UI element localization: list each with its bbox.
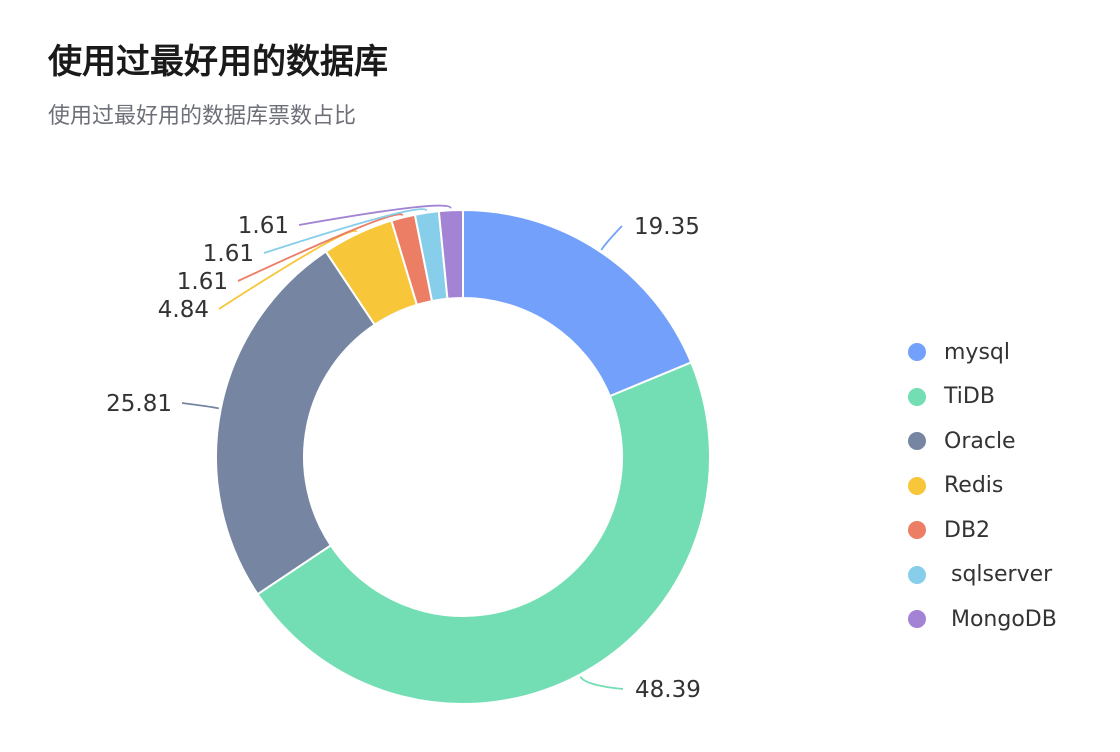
label-line-db2: [237, 213, 404, 282]
legend-item-redis[interactable]: Redis: [908, 464, 1057, 509]
legend-label: Redis: [944, 473, 1004, 499]
label-line-mysql: [600, 225, 623, 251]
legend-dot-icon: [908, 387, 926, 406]
data-label-mysql: 19.35: [634, 214, 700, 240]
data-label-db2: 1.61: [177, 269, 228, 295]
legend-label: MongoDB: [944, 606, 1057, 632]
data-label-oracle: 25.81: [106, 391, 172, 417]
slice-oracle[interactable]: [215, 250, 377, 596]
legend-dot-icon: [908, 432, 926, 451]
label-line-mongodb: [298, 204, 452, 226]
legend-dot-icon: [908, 476, 926, 495]
label-line-oracle: [181, 402, 219, 410]
legend-label: mysql: [944, 339, 1010, 365]
legend-dot-icon: [908, 565, 926, 584]
legend-item-db2[interactable]: DB2: [908, 508, 1057, 553]
legend-dot-icon: [908, 343, 926, 362]
legend-label: Oracle: [944, 428, 1016, 454]
legend-dot-icon: [908, 521, 926, 540]
data-label-redis: 4.84: [158, 297, 209, 323]
slice-mongodb[interactable]: [437, 208, 464, 300]
legend-label: DB2: [944, 517, 991, 543]
chart-legend: mysql TiDB Oracle Redis DB2 sqlserver MongoD…: [908, 330, 1057, 642]
data-label-tidb: 48.39: [635, 677, 701, 703]
data-label-sqlserver: 1.61: [203, 241, 254, 267]
label-line-sqlserver: [263, 208, 428, 254]
chart-title: 使用过最好用的数据库: [48, 42, 388, 82]
slice-tidb[interactable]: [256, 361, 711, 705]
legend-label: TiDB: [944, 384, 995, 410]
legend-item-sqlserver[interactable]: sqlserver: [908, 553, 1057, 598]
slice-mysql[interactable]: [462, 208, 693, 398]
legend-item-mysql[interactable]: mysql: [908, 330, 1057, 375]
legend-label: sqlserver: [944, 562, 1053, 588]
legend-item-mongodb[interactable]: MongoDB: [908, 597, 1057, 642]
legend-item-tidb[interactable]: TiDB: [908, 375, 1057, 420]
legend-dot-icon: [908, 610, 926, 629]
chart-subtitle: 使用过最好用的数据库票数占比: [48, 104, 357, 129]
label-line-tidb: [579, 676, 624, 690]
data-label-mongodb: 1.61: [238, 213, 289, 239]
label-line-redis: [218, 230, 358, 310]
legend-item-oracle[interactable]: Oracle: [908, 419, 1057, 464]
